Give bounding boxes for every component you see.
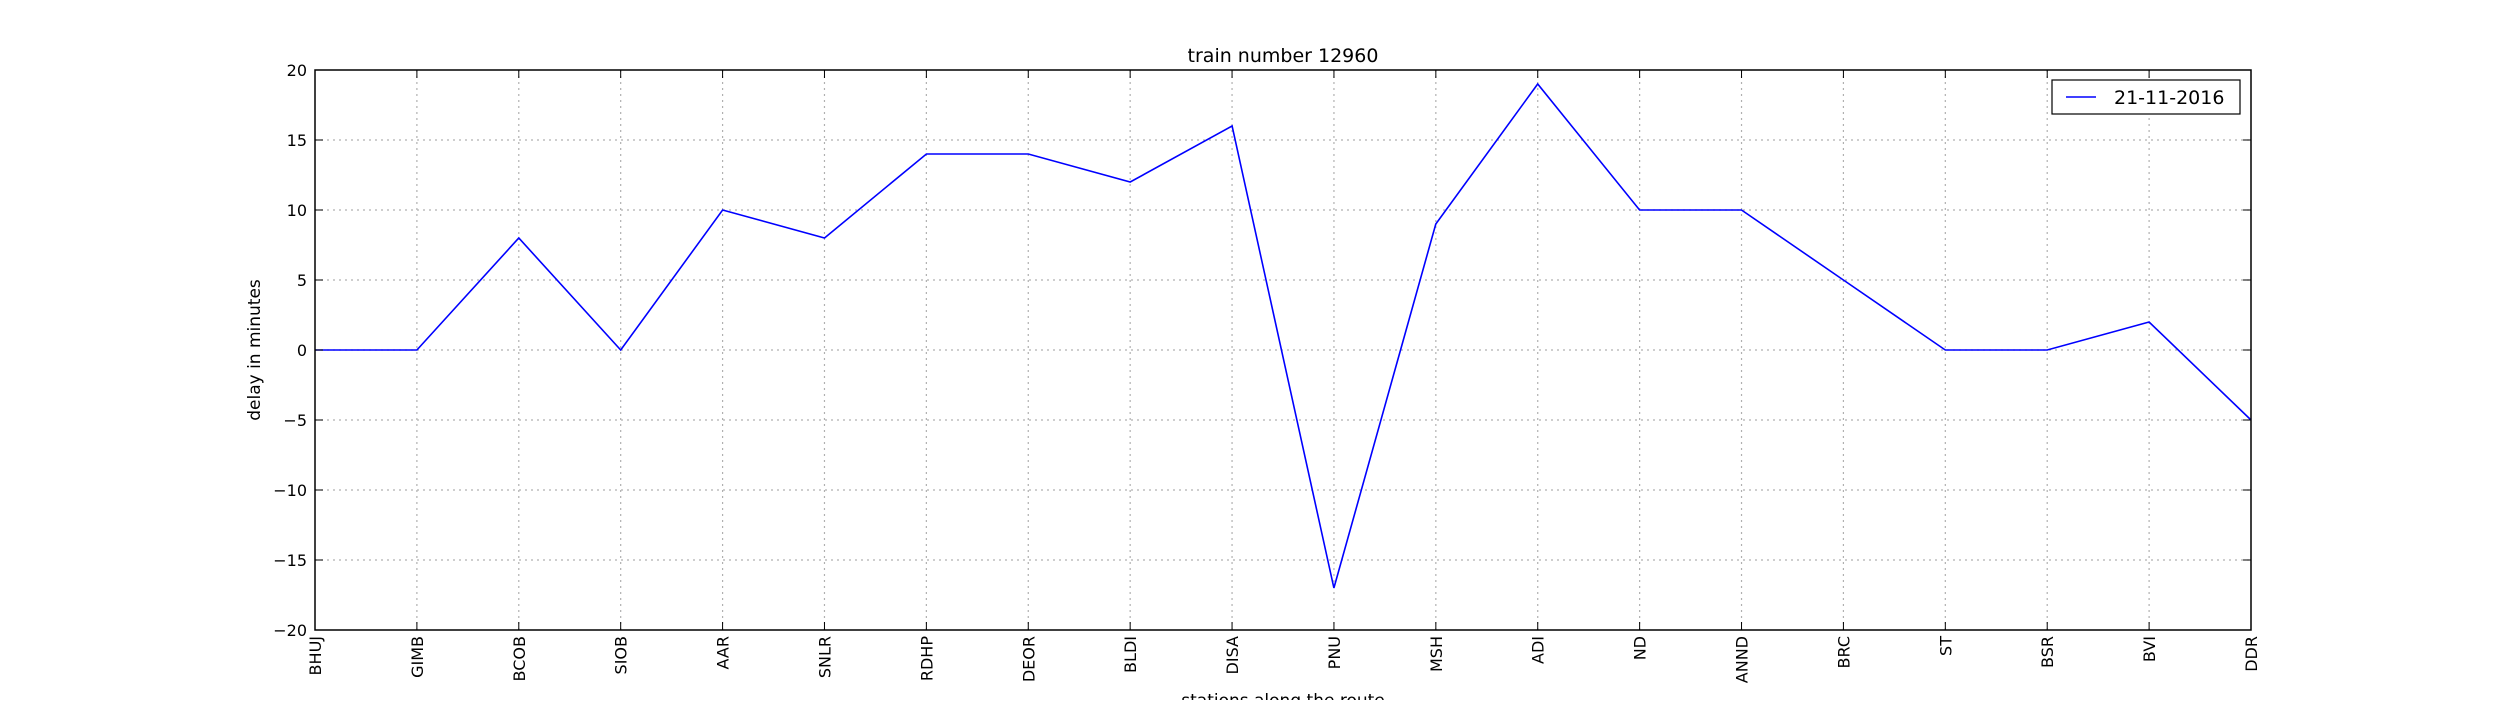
x-tick-label: BRC xyxy=(1834,636,1853,668)
y-axis-label: delay in minutes xyxy=(245,279,265,421)
x-tick-label: BVI xyxy=(2140,636,2159,662)
x-tick-label: PNU xyxy=(1325,636,1344,669)
x-tick-label: DEOR xyxy=(1019,636,1038,682)
x-tick-label: DDR xyxy=(2242,636,2261,672)
x-tick-label: ST xyxy=(1936,636,1955,656)
y-tick-label: −5 xyxy=(283,411,307,430)
y-tick-label: −20 xyxy=(273,621,307,640)
x-tick-label: BLDI xyxy=(1121,636,1140,673)
x-tick-label: ADI xyxy=(1529,636,1548,664)
y-tick-label: 5 xyxy=(297,271,307,290)
x-tick-label: BCOB xyxy=(510,636,529,681)
y-tick-label: 20 xyxy=(287,61,307,80)
y-tick-label: 10 xyxy=(287,201,307,220)
x-axis-ticks: BHUJ GIMB BCOB SIOB AAR SNLR RDHP DEOR BLDI DISA P… xyxy=(306,70,2261,683)
x-tick-label: SNLR xyxy=(815,636,834,678)
x-tick-label: GIMB xyxy=(408,636,427,678)
x-tick-label: MSH xyxy=(1427,636,1446,672)
x-tick-label: BHUJ xyxy=(306,636,325,675)
x-axis-label: stations along the route xyxy=(1181,691,1385,700)
legend: 21-11-2016 xyxy=(2052,80,2240,114)
y-tick-label: 0 xyxy=(297,341,307,360)
y-tick-label: 15 xyxy=(287,131,307,150)
y-tick-label: −15 xyxy=(273,551,307,570)
x-tick-label: AAR xyxy=(714,636,733,669)
x-tick-label: BSR xyxy=(2038,636,2057,668)
x-tick-label: ND xyxy=(1631,636,1650,660)
y-tick-label: −10 xyxy=(273,481,307,500)
x-tick-label: RDHP xyxy=(917,636,936,681)
legend-label: 21-11-2016 xyxy=(2114,87,2224,109)
x-tick-label: ANND xyxy=(1733,636,1752,683)
x-tick-label: DISA xyxy=(1223,636,1242,674)
series-layer xyxy=(315,84,2251,588)
chart-title: train number 12960 xyxy=(1188,45,1379,67)
x-tick-label: SIOB xyxy=(612,636,631,674)
series-line xyxy=(315,84,2251,588)
